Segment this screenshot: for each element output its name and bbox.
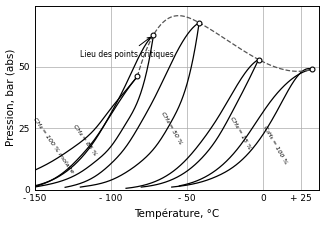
Text: Lieu des points critiques: Lieu des points critiques bbox=[80, 37, 174, 59]
Text: C₂H₆ = 100 %: C₂H₆ = 100 % bbox=[262, 125, 288, 165]
Text: CH₄ = 50 %: CH₄ = 50 % bbox=[160, 111, 183, 145]
Text: CH₄ = 100 % molaire: CH₄ = 100 % molaire bbox=[32, 117, 74, 174]
Y-axis label: Pression, bar (abs): Pression, bar (abs) bbox=[6, 49, 16, 146]
Text: CH₄ = 85 %: CH₄ = 85 % bbox=[72, 124, 97, 157]
X-axis label: Température, °C: Température, °C bbox=[135, 209, 220, 219]
Text: CH₄ = 15 %: CH₄ = 15 % bbox=[229, 116, 252, 150]
